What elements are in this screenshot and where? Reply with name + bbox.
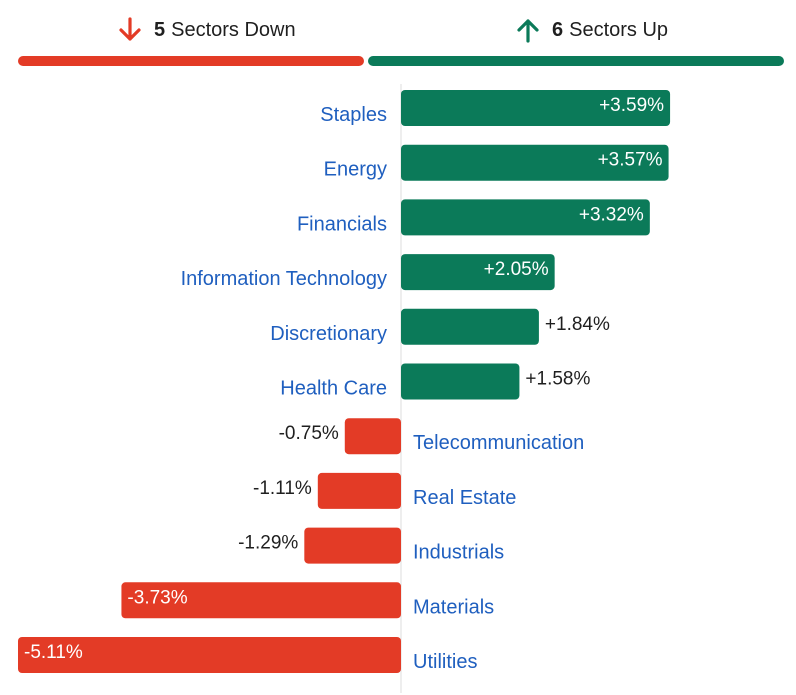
bar-down (317, 472, 401, 509)
sector-label[interactable]: Discretionary (270, 323, 387, 345)
down-share-bar (18, 56, 365, 66)
up-share-bar (368, 56, 784, 66)
sectors-down-label: Sectors Down (171, 18, 296, 41)
sector-label[interactable]: Financials (297, 213, 387, 235)
bar-value-label: +3.59% (599, 95, 664, 116)
arrow-down-icon (119, 17, 141, 41)
sector-label[interactable]: Real Estate (413, 487, 516, 509)
bar-value-label: -3.73% (127, 587, 187, 608)
sectors-up-label: Sectors Up (569, 18, 669, 41)
sector-label[interactable]: Information Technology (181, 268, 387, 290)
summary-header: 5 Sectors Down 6 Sectors Up (0, 0, 796, 70)
sector-label[interactable]: Health Care (280, 378, 387, 400)
bar-value-label: -1.11% (253, 478, 312, 499)
bar-down (344, 418, 401, 455)
bar-value-label: +3.57% (598, 150, 663, 171)
bar-down (304, 527, 401, 564)
sectors-up-summary: 6 Sectors Up (516, 14, 668, 46)
bar-value-label: +2.05% (484, 259, 549, 280)
bar-down (18, 637, 401, 673)
sectors-up-count: 6 (552, 18, 564, 41)
bar-up (401, 363, 520, 400)
bar-value-label: -1.29% (238, 533, 298, 554)
bar-up (401, 199, 650, 236)
sector-label[interactable]: Utilities (413, 651, 477, 673)
arrow-up-icon (517, 19, 539, 43)
bar-value-label: -5.11% (24, 642, 83, 663)
sector-label[interactable]: Telecommunication (413, 432, 584, 454)
sector-label[interactable]: Materials (413, 596, 494, 618)
bar-up (401, 90, 671, 126)
sector-label[interactable]: Industrials (413, 542, 504, 564)
bar-value-label: -0.75% (279, 423, 339, 444)
bar-down (121, 582, 401, 619)
sector-label[interactable]: Staples (320, 104, 387, 126)
bar-up (401, 144, 669, 181)
sectors-down-count: 5 (154, 18, 166, 41)
sectors-down-summary: 5 Sectors Down (118, 14, 296, 46)
bar-up (401, 308, 539, 345)
bar-value-label: +3.32% (579, 204, 644, 225)
bar-up (401, 254, 555, 291)
bar-value-label: +1.84% (545, 314, 610, 335)
bar-value-label: +1.58% (525, 369, 590, 390)
sector-label[interactable]: Energy (324, 159, 387, 181)
